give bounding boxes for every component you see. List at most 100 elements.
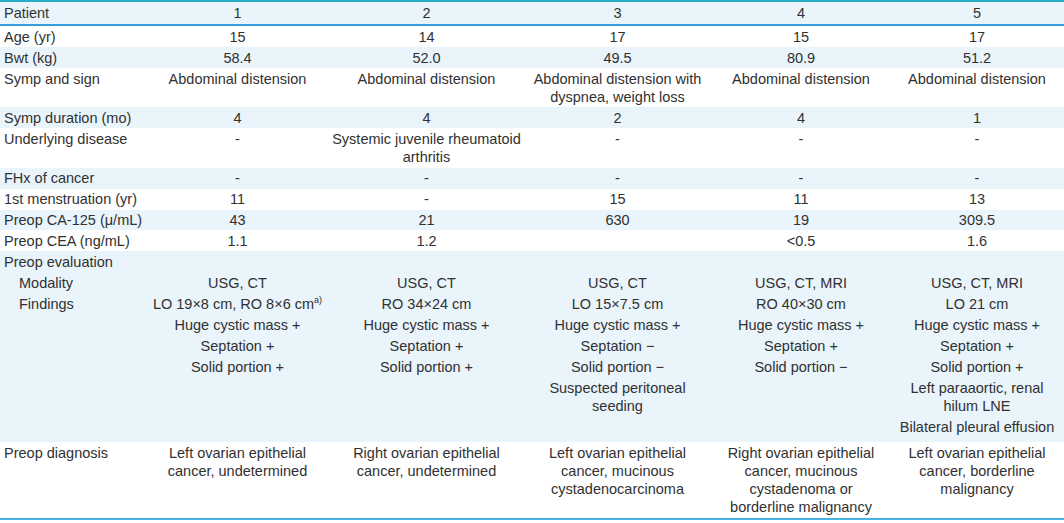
header-patient-label: Patient: [0, 1, 145, 25]
row-label-first-menstruation: 1st menstruation (yr): [0, 189, 145, 210]
cell-symp-and-sign-p3: Abdominal distension with dyspnea, weigh…: [523, 68, 712, 107]
finding-item: Septation +: [147, 337, 328, 355]
cell-bwt-p2: 52.0: [330, 47, 523, 68]
finding-item: Solid portion +: [332, 358, 521, 376]
cell-preop-cea-p1: 1.1: [145, 230, 330, 251]
cell-fhx-of-cancer-p1: -: [145, 168, 330, 189]
finding-item: Huge cystic mass +: [332, 316, 521, 334]
cell-modality-p5: USG, CT, MRI: [890, 272, 1064, 293]
finding-item: Septation −: [525, 337, 710, 355]
cell-age-p5: 17: [890, 25, 1064, 47]
header-row: Patient12345: [0, 1, 1064, 25]
cell-underlying-disease-p2: Systemic juvenile rheumatoid arthritis: [330, 128, 523, 167]
finding-item: Suspected peritoneal seeding: [525, 379, 710, 415]
row-label-findings: Findings: [0, 293, 145, 442]
cell-preop-ca-125-p4: 19: [712, 210, 890, 231]
row-underlying-disease: Underlying disease-Systemic juvenile rhe…: [0, 128, 1064, 167]
cell-preop-diagnosis-p1: Left ovarian epithelial cancer, undeterm…: [145, 442, 330, 519]
cell-symp-and-sign-p2: Abdominal distension: [330, 68, 523, 107]
finding-item: Huge cystic mass +: [714, 316, 888, 334]
cell-findings-p5: LO 21 cm Huge cystic mass + Septation + Sol…: [890, 293, 1064, 442]
table-bottom-rule: [0, 519, 1064, 520]
cell-modality-p3: USG, CT: [523, 272, 712, 293]
cell-fhx-of-cancer-p4: -: [712, 168, 890, 189]
finding-item: Solid portion +: [892, 358, 1062, 376]
cell-preop-ca-125-p5: 309.5: [890, 210, 1064, 231]
cell-preop-cea-p3: [523, 230, 712, 251]
finding-item: Huge cystic mass +: [525, 316, 710, 334]
finding-item: LO 15×7.5 cm: [525, 295, 710, 313]
row-label-preop-ca-125: Preop CA-125 (μ/mL): [0, 210, 145, 231]
row-fhx-of-cancer: FHx of cancer-----: [0, 168, 1064, 189]
row-label-bwt: Bwt (kg): [0, 47, 145, 68]
cell-symp-duration-p1: 4: [145, 107, 330, 128]
cell-preop-evaluation-p5: [890, 251, 1064, 272]
cell-symp-and-sign-p5: Abdominal distension: [890, 68, 1064, 107]
cell-age-p1: 15: [145, 25, 330, 47]
row-first-menstruation: 1st menstruation (yr)11-151113: [0, 189, 1064, 210]
cell-preop-ca-125-p2: 21: [330, 210, 523, 231]
cell-symp-and-sign-p4: Abdominal distension: [712, 68, 890, 107]
finding-item: RO 40×30 cm: [714, 295, 888, 313]
cell-bwt-p1: 58.4: [145, 47, 330, 68]
finding-item: Septation +: [892, 337, 1062, 355]
cell-first-menstruation-p4: 11: [712, 189, 890, 210]
cell-preop-evaluation-p2: [330, 251, 523, 272]
cell-findings-p3: LO 15×7.5 cm Huge cystic mass + Septation …: [523, 293, 712, 442]
cell-first-menstruation-p5: 13: [890, 189, 1064, 210]
cell-preop-ca-125-p3: 630: [523, 210, 712, 231]
finding-item: Solid portion +: [147, 358, 328, 376]
cell-fhx-of-cancer-p3: -: [523, 168, 712, 189]
patient-characteristics-table: Patient12345Age (yr)1514171517Bwt (kg)58…: [0, 0, 1064, 520]
cell-findings-p2: RO 34×24 cmHuge cystic mass +Septation +…: [330, 293, 523, 442]
row-label-preop-evaluation: Preop evaluation: [0, 251, 145, 272]
row-label-symp-and-sign: Symp and sign: [0, 68, 145, 107]
cell-symp-duration-p3: 2: [523, 107, 712, 128]
cell-preop-evaluation-p4: [712, 251, 890, 272]
row-findings: FindingsLO 19×8 cm, RO 8×6 cma)Huge cyst…: [0, 293, 1064, 442]
cell-preop-evaluation-p1: [145, 251, 330, 272]
cell-preop-diagnosis-p5: Left ovarian epithelial cancer, borderli…: [890, 442, 1064, 519]
cell-bwt-p4: 80.9: [712, 47, 890, 68]
header-patient-1: 1: [145, 1, 330, 25]
cell-findings-p1: LO 19×8 cm, RO 8×6 cma) Huge cystic mass …: [145, 293, 330, 442]
header-patient-4: 4: [712, 1, 890, 25]
cell-preop-cea-p4: <0.5: [712, 230, 890, 251]
cell-preop-diagnosis-p4: Right ovarian epithelial cancer, mucinou…: [712, 442, 890, 519]
cell-modality-p1: USG, CT: [145, 272, 330, 293]
finding-item: Bilateral pleural effusion: [892, 418, 1062, 436]
cell-symp-duration-p2: 4: [330, 107, 523, 128]
row-modality: ModalityUSG, CTUSG, CTUSG, CTUSG, CT, MR…: [0, 272, 1064, 293]
finding-item: Septation +: [714, 337, 888, 355]
row-label-symp-duration: Symp duration (mo): [0, 107, 145, 128]
cell-modality-p2: USG, CT: [330, 272, 523, 293]
cell-underlying-disease-p3: -: [523, 128, 712, 167]
cell-findings-p4: RO 40×30 cm Huge cystic mass + Septation +…: [712, 293, 890, 442]
row-symp-and-sign: Symp and signAbdominal distensionAbdomin…: [0, 68, 1064, 107]
row-preop-ca-125: Preop CA-125 (μ/mL)432163019309.5: [0, 210, 1064, 231]
finding-item: Left paraaortic, renal hilum LNE: [892, 379, 1062, 415]
cell-bwt-p3: 49.5: [523, 47, 712, 68]
cell-underlying-disease-p1: -: [145, 128, 330, 167]
cell-symp-duration-p4: 4: [712, 107, 890, 128]
cell-preop-cea-p5: 1.6: [890, 230, 1064, 251]
row-label-preop-cea: Preop CEA (ng/mL): [0, 230, 145, 251]
cell-first-menstruation-p3: 15: [523, 189, 712, 210]
cell-preop-evaluation-p3: [523, 251, 712, 272]
row-label-preop-diagnosis: Preop diagnosis: [0, 442, 145, 519]
cell-age-p3: 17: [523, 25, 712, 47]
finding-item: Septation +: [332, 337, 521, 355]
row-preop-diagnosis: Preop diagnosisLeft ovarian epithelial c…: [0, 442, 1064, 519]
row-bwt: Bwt (kg)58.452.049.580.951.2: [0, 47, 1064, 68]
header-patient-3: 3: [523, 1, 712, 25]
finding-item: Huge cystic mass +: [147, 316, 328, 334]
cell-preop-diagnosis-p3: Left ovarian epithelial cancer, mucinous…: [523, 442, 712, 519]
finding-item: LO 19×8 cm, RO 8×6 cma): [147, 295, 328, 313]
row-preop-cea: Preop CEA (ng/mL)1.11.2<0.51.6: [0, 230, 1064, 251]
finding-item: Huge cystic mass +: [892, 316, 1062, 334]
cell-symp-duration-p5: 1: [890, 107, 1064, 128]
row-label-modality: Modality: [0, 272, 145, 293]
finding-item: LO 21 cm: [892, 295, 1062, 313]
cell-preop-ca-125-p1: 43: [145, 210, 330, 231]
cell-fhx-of-cancer-p5: -: [890, 168, 1064, 189]
